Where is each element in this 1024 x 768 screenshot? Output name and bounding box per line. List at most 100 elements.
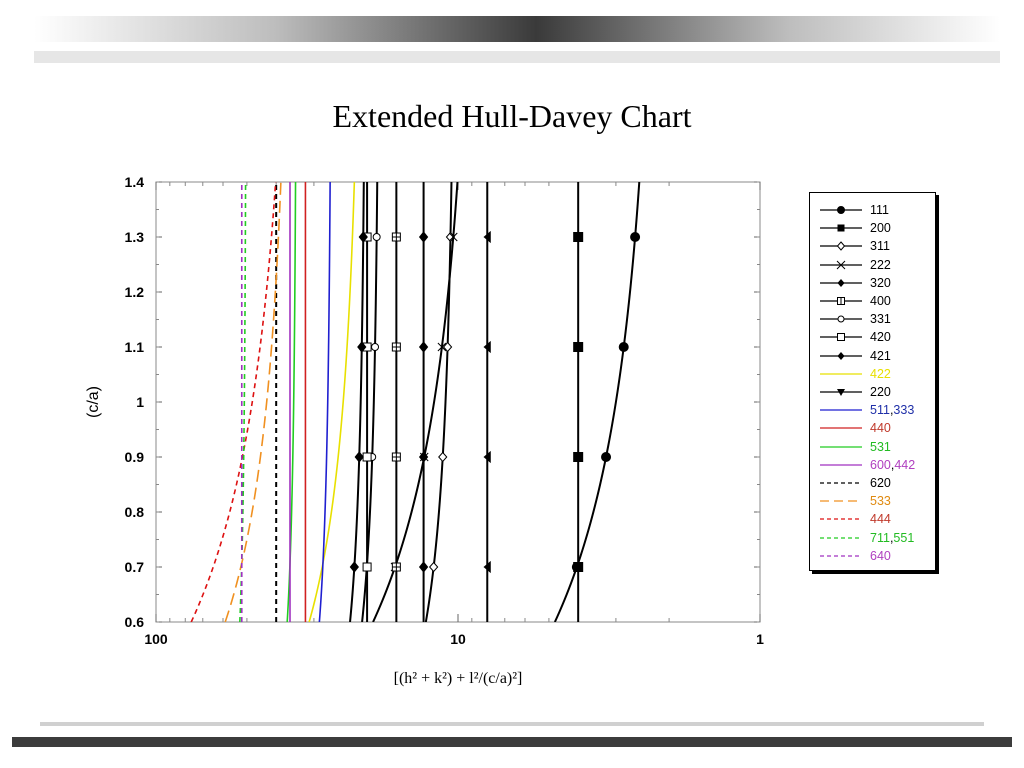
legend-label-part: , xyxy=(889,403,894,418)
legend-label-part: 111 xyxy=(870,203,890,217)
header-gradient-bar xyxy=(34,16,1000,42)
legend-label: 111 xyxy=(870,201,889,219)
series-line xyxy=(224,182,282,622)
legend-entry: 640 xyxy=(810,547,935,565)
series-point xyxy=(573,562,584,572)
y-tick-label: 0.7 xyxy=(125,559,145,575)
legend-label: 222 xyxy=(870,256,891,274)
footer-bar xyxy=(12,737,1012,747)
series-point xyxy=(358,231,368,243)
chart-legend: 111 200 311 222 320 400 331 420 421 422 220 511,333… xyxy=(809,192,936,571)
series-point xyxy=(573,342,584,352)
legend-swatch xyxy=(820,389,862,396)
y-tick-label: 1.2 xyxy=(125,284,145,300)
legend-entry: 220 xyxy=(810,383,935,401)
legend-label: 531 xyxy=(870,438,891,456)
legend-marker xyxy=(836,260,846,269)
legend-entry: 422 xyxy=(810,365,935,383)
legend-swatch xyxy=(820,224,862,232)
legend-label-part: 551 xyxy=(893,530,915,545)
legend-label: 311 xyxy=(870,237,890,255)
legend-swatch xyxy=(820,297,862,305)
series-point xyxy=(362,562,372,572)
plot-frame xyxy=(155,181,761,623)
series-line xyxy=(318,182,331,622)
legend-entry: 200 xyxy=(810,219,935,237)
legend-label-part: 222 xyxy=(870,257,891,272)
series-point xyxy=(418,451,429,463)
legend-label: 533 xyxy=(870,492,891,510)
footer-line xyxy=(40,722,984,726)
series-400 xyxy=(391,182,401,622)
x-axis-label: [(h² + k²) + l²/(c/a)²] xyxy=(394,670,523,687)
legend-label-part: 421 xyxy=(870,348,891,363)
legend-entry: 331 xyxy=(810,310,935,328)
legend-swatch xyxy=(820,241,862,252)
series-point xyxy=(618,342,629,352)
legend-swatch xyxy=(820,278,862,287)
legend-swatch xyxy=(820,315,862,323)
legend-label: 620 xyxy=(870,474,891,492)
legend-label: 331 xyxy=(870,310,891,328)
legend-label-part: 620 xyxy=(870,476,891,490)
legend-label-part: , xyxy=(890,457,895,472)
legend-label: 200 xyxy=(870,219,891,237)
legend-label: 421 xyxy=(870,347,891,365)
legend-entry: 620 xyxy=(810,474,935,492)
legend-entry: 600,442 xyxy=(810,456,935,474)
series-220 xyxy=(483,182,491,622)
series-point xyxy=(418,341,429,353)
legend-label-part: 444 xyxy=(870,512,891,527)
legend-marker xyxy=(837,333,845,342)
series-point xyxy=(357,341,367,353)
legend-label-part: 333 xyxy=(893,403,915,418)
legend-label-part: 511 xyxy=(870,403,890,418)
legend-swatch xyxy=(820,206,862,214)
legend-marker xyxy=(837,389,845,396)
legend-label-part: 422 xyxy=(870,366,891,381)
legend-entry: 420 xyxy=(810,328,935,346)
series-444 xyxy=(190,182,277,622)
y-tick-label: 0.8 xyxy=(125,504,145,520)
legend-label: 440 xyxy=(870,419,891,437)
legend-swatch xyxy=(820,518,862,521)
x-tick-label: 10 xyxy=(450,631,466,647)
legend-swatch xyxy=(820,409,862,411)
series-200 xyxy=(573,182,584,622)
y-tick-label: 1.3 xyxy=(125,229,145,245)
legend-swatch xyxy=(820,555,862,557)
series-point xyxy=(483,560,491,574)
legend-entry: 400 xyxy=(810,292,935,310)
legend-swatch xyxy=(820,260,862,269)
series-point xyxy=(483,230,491,244)
legend-entry: 311 xyxy=(810,237,935,255)
legend-label-part: 400 xyxy=(870,294,891,308)
series-point xyxy=(372,233,381,241)
legend-label: 420 xyxy=(870,328,891,346)
x-tick-label: 1 xyxy=(756,631,764,647)
legend-label: 400 xyxy=(870,292,891,310)
series-point xyxy=(418,561,429,573)
legend-label: 511,333 xyxy=(870,401,914,419)
legend-swatch xyxy=(820,373,862,375)
legend-swatch xyxy=(820,333,862,342)
series-line xyxy=(349,182,365,622)
legend-label: 711,551 xyxy=(870,529,914,547)
legend-swatch xyxy=(820,427,862,430)
legend-swatch xyxy=(820,482,862,484)
y-tick-label: 0.9 xyxy=(125,449,145,465)
series-line xyxy=(190,182,277,622)
legend-swatch xyxy=(820,464,862,466)
legend-entry: 533 xyxy=(810,492,935,510)
series-533 xyxy=(224,182,282,622)
legend-swatch xyxy=(820,536,862,539)
legend-swatch xyxy=(820,500,862,502)
series-line xyxy=(553,182,641,622)
legend-label-part: 311 xyxy=(870,239,890,254)
series-point xyxy=(483,340,491,354)
series-point xyxy=(362,452,372,462)
legend-marker xyxy=(836,241,846,252)
legend-marker xyxy=(837,224,845,232)
series-111 xyxy=(553,182,641,622)
